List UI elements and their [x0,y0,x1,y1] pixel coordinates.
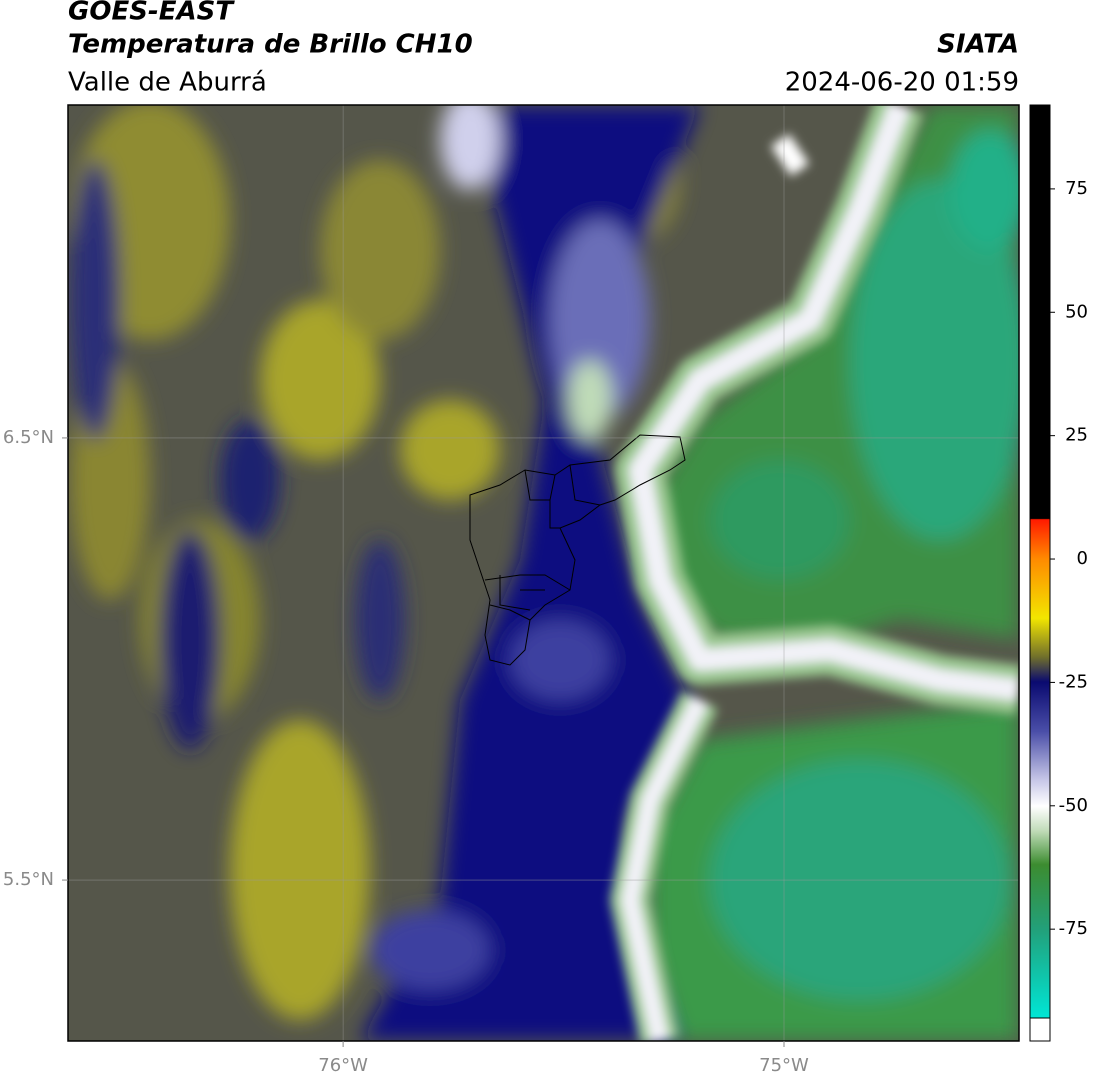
subtitle: Temperatura de Brillo CH10 [68,30,473,60]
title: GOES-EAST [68,0,235,27]
x-tick-label: 75°W [759,1055,809,1076]
colorbar-tick-label: -50 [1059,795,1088,816]
colorbar-frame [1029,104,1051,1042]
source: SIATA [937,30,1019,60]
datetime: 2024-06-20 01:59 [785,68,1019,98]
colorbar-tick-label: -25 [1059,671,1088,692]
colorbar [1030,105,1050,1018]
colorbar-tick-label: 0 [1077,548,1088,569]
satellite-image [68,105,1019,1041]
y-tick-label: 5.5°N [3,869,54,890]
map-frame [67,104,1020,1042]
colorbar-tick-label: 50 [1065,301,1088,322]
colorbar-tick-label: -75 [1059,918,1088,939]
municipal-boundaries [469,434,686,666]
x-tick-label: 76°W [318,1055,368,1076]
region: Valle de Aburrá [68,68,267,98]
y-tick-label: 6.5°N [3,427,54,448]
graticule [68,105,1019,1041]
colorbar-extension [1029,1017,1051,1042]
colorbar-tick-label: 25 [1065,425,1088,446]
colorbar-tick-label: 75 [1065,178,1088,199]
